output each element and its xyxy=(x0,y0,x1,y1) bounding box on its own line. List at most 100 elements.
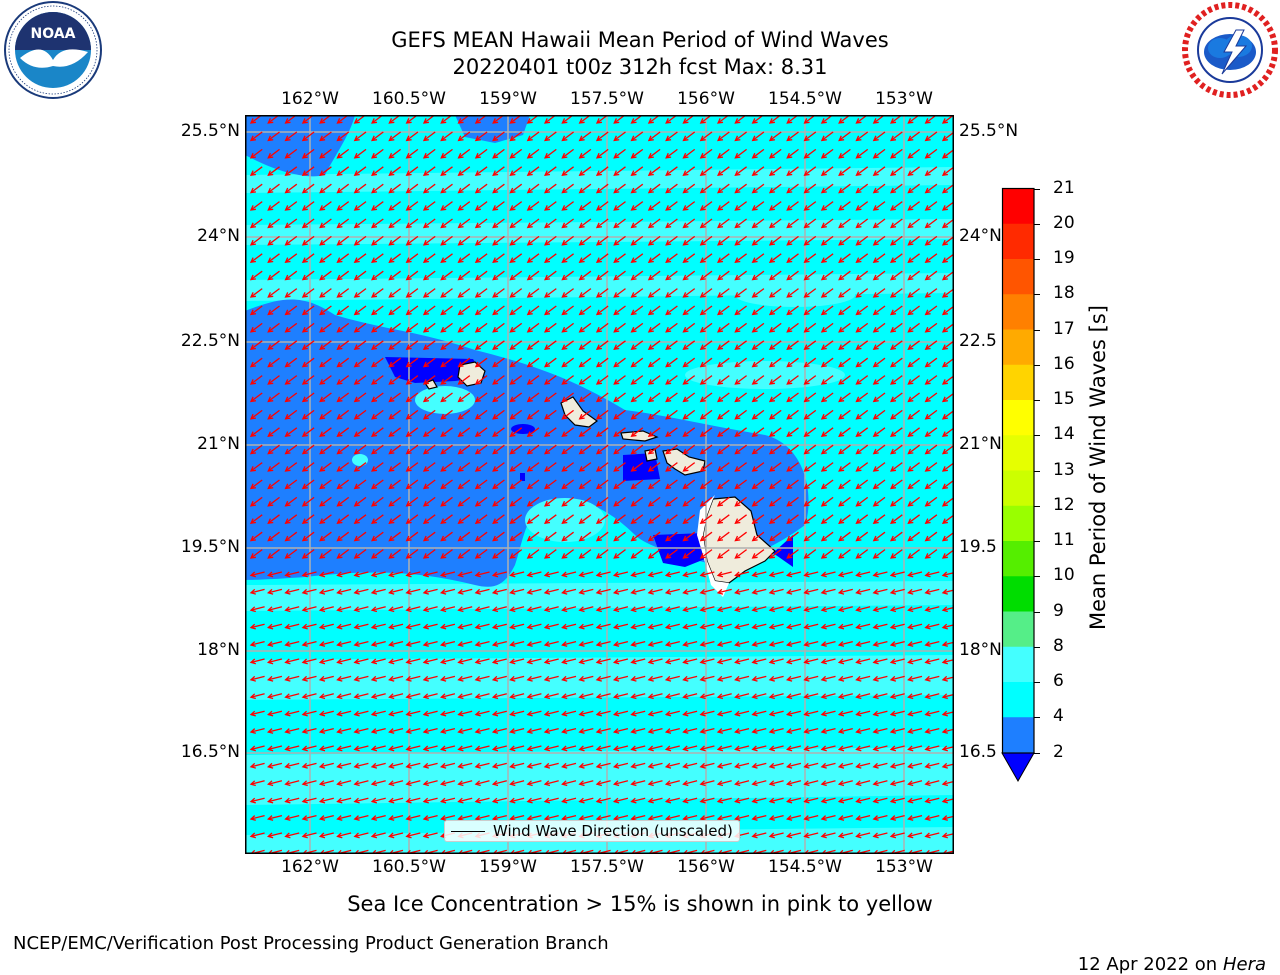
vector-arrow xyxy=(821,549,834,559)
vector-arrow xyxy=(337,797,352,803)
vector-arrow-head xyxy=(544,118,551,124)
vector-arrow-head xyxy=(319,431,326,438)
vector-arrow-head xyxy=(318,606,326,613)
vector-arrow-head xyxy=(595,170,602,177)
vector-arrow-head xyxy=(838,483,845,490)
colorbar-tick-mark xyxy=(1034,188,1040,190)
vector-arrow xyxy=(890,479,903,489)
colorbar-tick-mark xyxy=(1034,435,1040,437)
vector-arrow-head xyxy=(422,641,429,647)
vector-arrow-head xyxy=(388,118,395,124)
vector-arrow xyxy=(804,409,817,420)
vector-arrow-head xyxy=(526,780,533,787)
vector-arrow xyxy=(389,780,404,785)
vector-arrow xyxy=(510,693,525,698)
vector-arrow xyxy=(492,305,505,315)
vector-arrow-head xyxy=(889,815,897,821)
colorbar-tick-label: 16 xyxy=(1053,353,1075,374)
vector-arrow xyxy=(389,640,404,646)
vector-arrow-head xyxy=(578,815,585,821)
vector-arrow xyxy=(441,762,456,768)
vector-arrow-head xyxy=(941,135,948,142)
vector-arrow-head xyxy=(440,170,447,177)
vector-arrow-head xyxy=(440,448,447,455)
vector-arrow xyxy=(873,606,888,611)
vector-arrow-head xyxy=(301,187,308,194)
vector-arrow xyxy=(319,479,332,489)
vector-arrow xyxy=(250,218,263,228)
vector-arrow-head xyxy=(422,361,429,368)
vector-arrow xyxy=(700,409,713,420)
vector-arrow-head xyxy=(820,152,827,159)
vector-arrow xyxy=(769,762,784,768)
vector-arrow-head xyxy=(561,466,568,472)
vector-arrow-head xyxy=(786,344,793,351)
vector-arrow-head xyxy=(544,518,551,525)
vector-arrow-head xyxy=(578,257,585,264)
vector-arrow xyxy=(683,131,696,141)
vector-arrow-head xyxy=(803,413,810,420)
vector-arrow xyxy=(925,675,940,681)
vector-arrow xyxy=(527,762,542,768)
vector-arrow xyxy=(942,641,954,646)
vector-arrow-head xyxy=(786,535,793,542)
vector-arrow-head xyxy=(838,448,845,455)
vector-arrow-head xyxy=(543,641,551,647)
vector-arrow xyxy=(423,235,436,246)
vector-arrow-head xyxy=(595,135,602,142)
vector-arrow-head xyxy=(439,762,447,769)
vector-arrow-head xyxy=(353,535,360,542)
vector-arrow-head xyxy=(405,815,412,821)
vector-arrow xyxy=(285,218,298,228)
vector-arrow xyxy=(856,797,871,803)
vector-arrow-head xyxy=(855,623,862,630)
vector-arrow xyxy=(527,640,542,646)
vector-arrow-head xyxy=(595,623,602,630)
vector-arrow xyxy=(613,131,626,141)
vector-arrow-head xyxy=(855,292,862,298)
vector-arrow-head xyxy=(665,483,672,490)
vector-arrow-head xyxy=(249,466,256,472)
vector-arrow-head xyxy=(440,152,447,159)
vector-arrow-head xyxy=(682,762,689,769)
vector-arrow xyxy=(337,780,352,785)
vector-arrow-head xyxy=(405,571,412,578)
vector-arrow xyxy=(890,148,903,159)
vector-arrow xyxy=(475,549,488,559)
vector-arrow-head xyxy=(267,379,274,385)
vector-arrow-head xyxy=(820,728,827,734)
vector-arrow xyxy=(527,623,542,629)
vector-arrow xyxy=(337,762,352,768)
vector-arrow xyxy=(302,549,315,559)
vector-arrow xyxy=(302,514,315,524)
vector-arrow xyxy=(458,780,473,785)
vector-arrow-head xyxy=(319,187,326,194)
colorbar-tick-mark xyxy=(1034,329,1040,331)
vector-arrow xyxy=(786,201,799,211)
vector-arrow-head xyxy=(336,745,343,752)
vector-arrow xyxy=(631,183,644,194)
vector-arrow xyxy=(942,218,954,228)
vector-arrow xyxy=(527,270,540,281)
vector-arrow-head xyxy=(768,118,775,124)
vector-arrow xyxy=(925,727,940,733)
vector-arrow xyxy=(302,166,315,176)
vector-arrow-head xyxy=(924,239,931,246)
vector-arrow xyxy=(769,462,782,472)
vector-arrow-head xyxy=(630,205,637,211)
vector-arrow xyxy=(925,693,940,698)
vector-arrow-head xyxy=(319,309,326,316)
vector-arrow xyxy=(389,270,401,281)
vector-arrow-head xyxy=(388,309,395,316)
vector-arrow xyxy=(371,797,386,803)
vector-arrow xyxy=(250,606,265,611)
vector-arrow xyxy=(389,531,401,542)
vector-arrow-head xyxy=(301,344,308,351)
vector-arrow xyxy=(354,623,369,629)
vector-arrow-head xyxy=(266,815,274,821)
vector-arrow-head xyxy=(613,431,620,438)
vector-arrow-head xyxy=(439,780,447,787)
vector-arrow-head xyxy=(492,448,499,455)
vector-arrow xyxy=(717,797,732,803)
vector-arrow xyxy=(475,444,488,455)
